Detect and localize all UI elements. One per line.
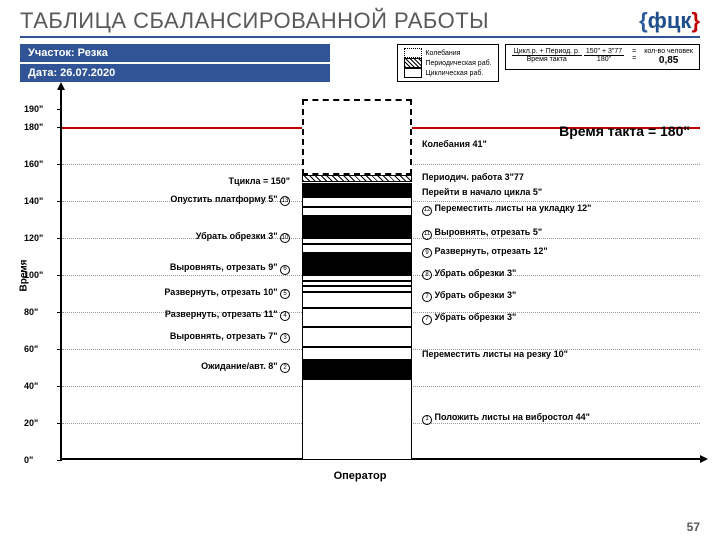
y-tick-label: 0" [24, 455, 33, 465]
takt-label: Время такта = 180" [559, 123, 690, 139]
bar-segment [302, 216, 412, 238]
bar-segment [302, 292, 412, 309]
annotation-right: 12 Переместить листы на укладку 12" [422, 204, 652, 215]
annotation-left: Убрать обрезки 3" 10 [120, 232, 290, 243]
annotation-right: Перейти в начало цикла 5" [422, 188, 652, 198]
y-tick-label: 60" [24, 344, 38, 354]
annotation-left: Развернуть, отрезать 11" 4 [120, 310, 290, 321]
bar-segment [302, 99, 412, 175]
annotation-left: Опустить платформу 5" 13 [120, 195, 290, 206]
arrow-right-icon [700, 455, 708, 463]
y-tick-label: 80" [24, 307, 38, 317]
annotation-right: 11 Выровнять, отрезать 5" [422, 228, 652, 239]
y-tick-label: 190" [24, 104, 43, 114]
formula-box: Цикл.р. + Период. р.Время такта 150" + 3… [505, 44, 700, 70]
bar-segment [302, 207, 412, 216]
chart: Время 0"20"40"60"80"100"120"140"160"180"… [20, 90, 700, 480]
y-tick-label: 20" [24, 418, 38, 428]
annotation-left: Тцикла = 150" [120, 177, 290, 187]
annotation-right: Периодич. работа 3"77 [422, 173, 652, 183]
plot-area: 0"20"40"60"80"100"120"140"160"180"190"Вр… [60, 90, 700, 460]
y-tick-label: 160" [24, 159, 43, 169]
bar-segment [302, 175, 412, 182]
y-tick-label: 100" [24, 270, 43, 280]
page-number: 57 [687, 520, 700, 534]
bar-segment [302, 379, 412, 460]
bar-segment [302, 286, 412, 292]
annotation-left: Выровнять, отрезать 9" 6 [120, 263, 290, 274]
annotation-left: Развернуть, отрезать 10" 5 [120, 288, 290, 299]
y-tick-label: 40" [24, 381, 38, 391]
page-title: ТАБЛИЦА СБАЛАНСИРОВАННОЙ РАБОТЫ [20, 8, 639, 34]
header-divider [20, 36, 700, 38]
bar-segment [302, 281, 412, 287]
bar-segment [302, 308, 412, 327]
date-label: Дата: 26.07.2020 [20, 64, 330, 82]
annotation-right: Переместить листы на резку 10" [422, 350, 652, 360]
legend-box: Колебания Периодическая раб. Циклическая… [397, 44, 498, 82]
bar-segment [302, 275, 412, 281]
bar-segment [302, 244, 412, 253]
bar-segment [302, 238, 412, 244]
annotation-left: Выровнять, отрезать 7" 3 [120, 332, 290, 343]
annotation-right: 1 Положить листы на вибростол 44" [422, 413, 652, 424]
bar-segment [302, 327, 412, 347]
logo: {фцк} [639, 8, 700, 34]
annotation-right: Колебания 41" [422, 140, 652, 150]
bar-segment [302, 253, 412, 275]
bar-segment [302, 197, 412, 206]
y-tick-label: 180" [24, 122, 43, 132]
bar-segment [302, 347, 412, 360]
arrow-up-icon [57, 82, 65, 90]
annotation-right: 9 Развернуть, отрезать 12" [422, 247, 652, 258]
annotation-right: 8 Убрать обрезки 3" [422, 269, 652, 280]
annotation-right: 7 Убрать обрезки 3" [422, 313, 652, 324]
bar-segment [302, 360, 412, 379]
x-axis-label: Оператор [334, 470, 387, 482]
annotation-left: Ожидание/авт. 8" 2 [120, 362, 290, 373]
section-label: Участок: Резка [20, 44, 330, 62]
annotation-right: 7 Убрать обрезки 3" [422, 291, 652, 302]
bar-segment [302, 183, 412, 198]
y-tick-label: 120" [24, 233, 43, 243]
y-tick-label: 140" [24, 196, 43, 206]
